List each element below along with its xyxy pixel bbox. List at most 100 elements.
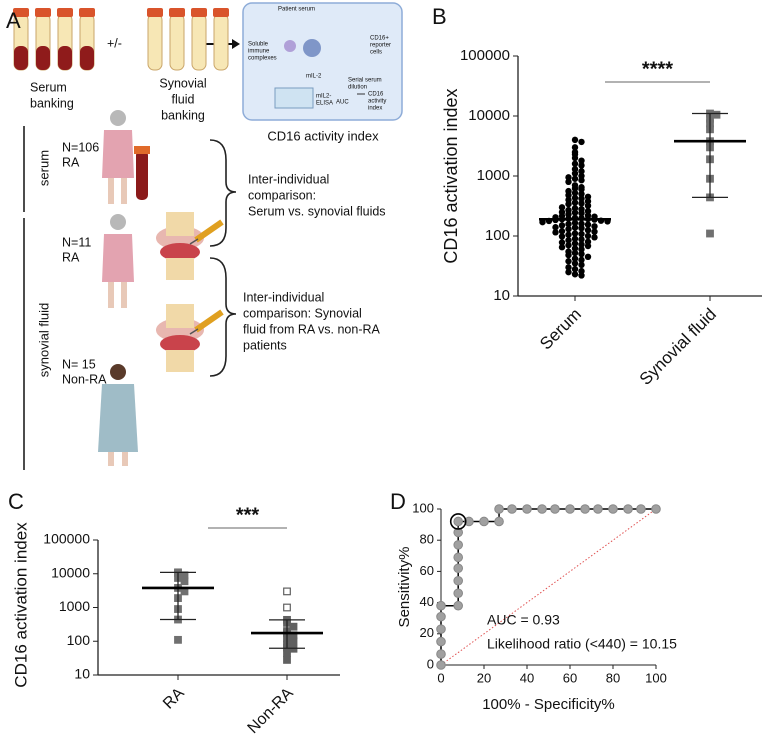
assay-text: CD16+ [370,36,389,42]
data-point [558,244,566,251]
y-tick-label: 100 [412,500,434,515]
tube-cap [147,8,163,17]
group-label: synovial fluid [36,303,51,377]
data-point [571,245,579,252]
panel-label: D [390,489,406,514]
data-point [436,611,446,622]
data-point [453,540,464,550]
tube-label: Serum [30,80,67,94]
data-point [580,504,590,514]
tube-cap [191,8,207,17]
data-point [591,223,598,230]
data-point [578,241,585,248]
panel-a-art [23,2,403,470]
annotation: AUC = 0.93 [487,612,560,628]
assay-text: reporter [370,43,391,49]
x-axis-title: 100% - Specificity% [482,696,615,713]
data-point [578,138,585,146]
y-tick-label: 0 [427,656,434,671]
comparison-text: Inter-individual [243,290,324,304]
data-point [571,175,579,182]
data-point [578,246,585,253]
data-point [571,240,579,247]
y-tick-label: 100000 [43,531,90,547]
data-point [578,261,585,269]
tube-blood [14,46,28,70]
plate [274,87,314,109]
data-point [174,635,182,644]
data-point [593,504,603,514]
data-point [578,190,585,198]
tube-cap [79,8,95,17]
data-point [578,177,585,184]
tube-label: banking [161,108,205,122]
comparison-text: comparison: Synovial [243,306,362,320]
data-point [494,504,504,514]
data-point [571,185,579,192]
comparison-text: Serum vs. synovial fluids [248,204,386,218]
data-point [550,504,560,514]
assay-text: Patient serum [278,7,315,13]
person [102,110,134,204]
data-point [558,239,566,246]
data-point [578,256,585,264]
x-tick-label: 80 [606,670,620,685]
data-point [436,660,446,670]
data-point [565,242,572,249]
y-tick-label: 60 [420,563,434,578]
data-point [584,198,592,205]
data-point [571,209,579,216]
y-tick-label: 40 [420,594,434,609]
x-tick-label: 0 [437,670,444,685]
data-point [578,157,585,164]
comparison-text: comparison: [248,188,316,202]
data-point [571,144,579,151]
data-point [283,587,291,596]
tube-blood [80,46,94,70]
significance: *** [236,504,260,526]
data-point [651,504,661,514]
y-tick-label: 1000 [59,598,90,614]
data-point [479,516,489,527]
data-point [578,209,585,217]
data-point [436,649,446,659]
tube-cap [169,8,185,17]
tube-label: banking [30,96,74,110]
assay-text: mIL-2 [306,74,322,80]
data-point [522,504,532,514]
data-point [558,204,566,211]
panel-label: B [432,4,447,29]
data-point [289,637,298,646]
person [102,214,134,308]
y-tick-label: 1000 [477,167,510,184]
data-point [453,527,464,538]
assay-text: AUC [336,100,349,106]
data-point [584,242,592,250]
data-point [584,193,592,201]
tube-label: fluid [172,92,195,106]
joint [156,212,204,280]
assay-text: CD16 [368,92,384,98]
data-point [571,271,579,278]
data-point [283,603,291,612]
data-point [571,160,579,167]
data-point [558,233,566,240]
assay-text: Soluble [248,42,269,48]
data-point [565,200,572,208]
data-point [283,656,291,664]
data-point [571,224,579,231]
annotation: Likelihood ratio (<440) = 10.15 [487,636,677,652]
panel-label: C [8,489,24,514]
data-point [453,552,464,563]
assay-text: ELISA [316,101,333,107]
data-point [180,577,189,586]
tube-cap [213,8,229,17]
panel-label: A [6,8,21,33]
data-point [578,186,585,193]
data-point [571,136,579,144]
data-point [578,224,585,232]
data-point [712,110,721,119]
data-point [565,225,572,233]
x-tick-label: Serum [536,305,585,354]
assay-caption: CD16 activity index [267,128,379,143]
